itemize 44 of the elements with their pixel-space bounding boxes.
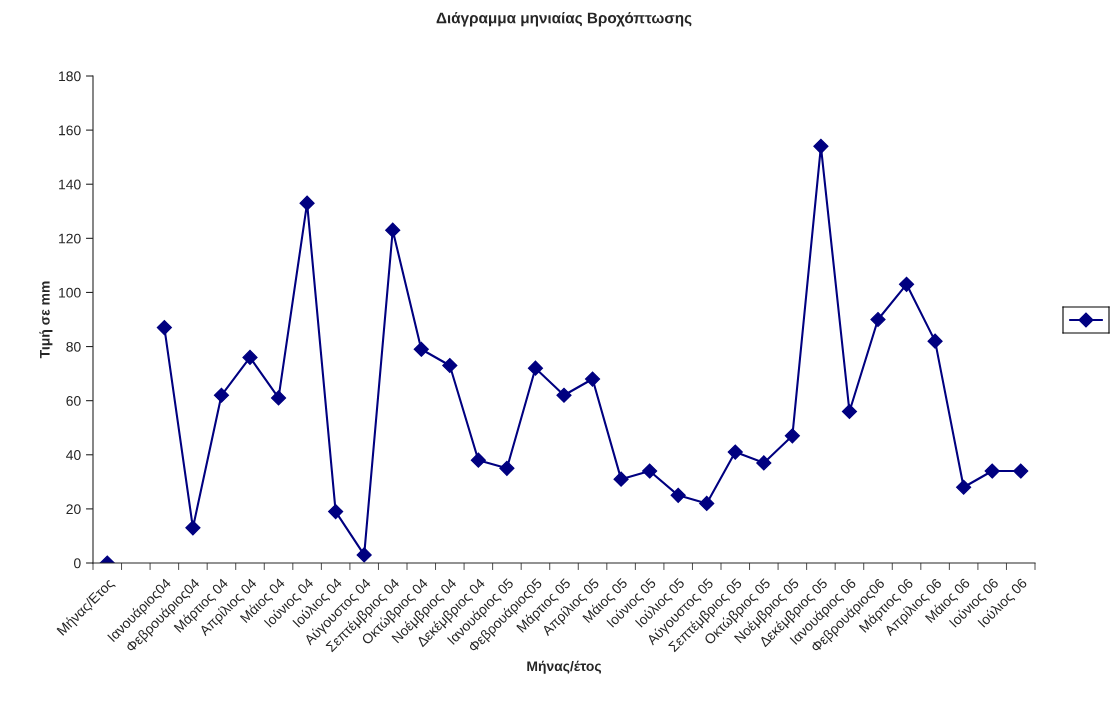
point	[898, 276, 915, 292]
point	[527, 360, 544, 376]
point	[270, 390, 287, 406]
y-tick-label: 80	[66, 341, 81, 352]
y-tick-label: 100	[59, 287, 81, 298]
point	[499, 460, 515, 476]
point	[356, 547, 372, 563]
point	[1013, 463, 1029, 479]
point	[870, 311, 886, 328]
point	[699, 495, 715, 512]
point	[442, 357, 458, 374]
point	[156, 320, 172, 336]
point	[670, 487, 686, 503]
y-tick-label: 160	[59, 125, 81, 136]
point	[642, 463, 658, 479]
point	[299, 195, 315, 211]
chart-title: Διάγραμμα μηνιαίας Βροχόπτωσης	[436, 11, 692, 27]
point	[242, 349, 258, 365]
y-tick-label: 120	[59, 233, 81, 244]
point	[613, 471, 629, 487]
point	[328, 504, 344, 520]
point	[470, 452, 486, 468]
point	[784, 428, 800, 444]
point	[756, 455, 772, 471]
y-tick-label: 60	[66, 396, 81, 406]
point	[584, 371, 601, 387]
y-tick-label: 0	[74, 558, 81, 569]
point	[385, 222, 401, 238]
point	[727, 444, 743, 460]
point	[185, 520, 201, 536]
x-axis-title: Μήνας/έτος	[527, 660, 602, 674]
y-tick-label: 20	[66, 504, 81, 515]
y-tick-label: 180	[59, 71, 81, 82]
point	[927, 333, 943, 349]
point	[413, 341, 429, 357]
point	[984, 463, 1000, 479]
y-tick-label: 40	[66, 450, 81, 460]
y-tick-label: 140	[59, 179, 81, 190]
point	[813, 138, 829, 154]
point	[956, 479, 972, 495]
point	[213, 387, 230, 403]
point	[556, 387, 572, 403]
y-axis-title: Τιμή σε mm	[39, 281, 53, 359]
point	[841, 403, 858, 420]
